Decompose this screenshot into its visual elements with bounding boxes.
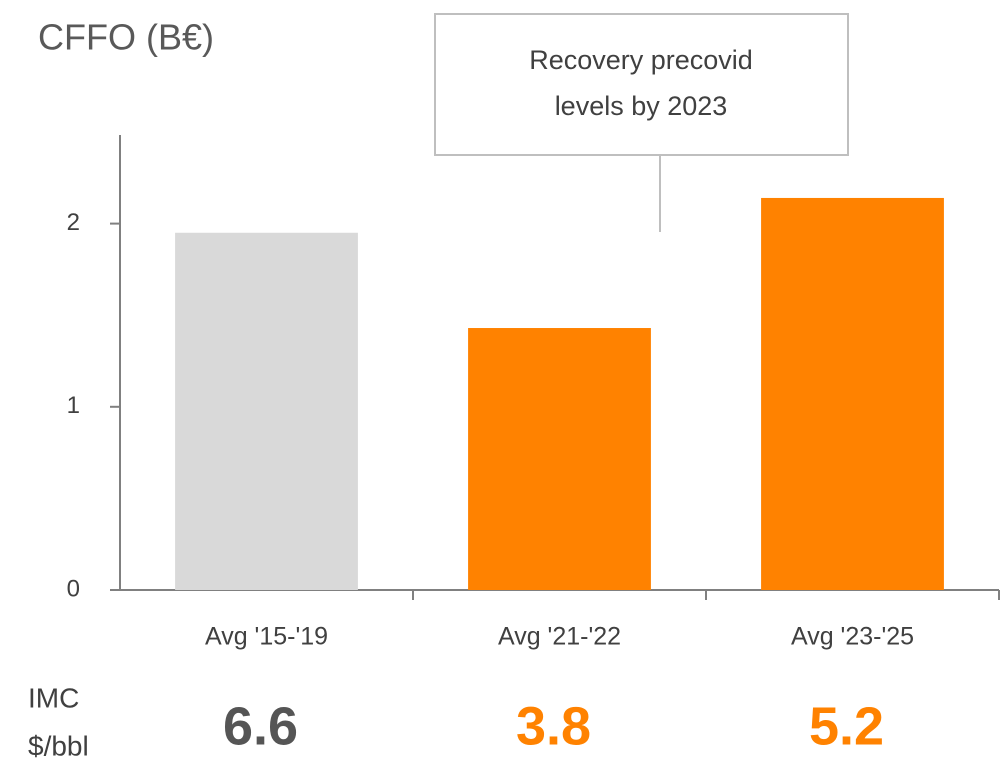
y-tick-label: 0 — [67, 575, 80, 602]
bar — [468, 328, 651, 590]
annotation-text: Recovery precovid — [529, 45, 753, 75]
x-tick-label: Avg '23-'25 — [791, 623, 914, 651]
imc-label: IMC — [28, 682, 79, 713]
chart-title: CFFO (B€) — [38, 17, 214, 58]
x-tick-label: Avg '21-'22 — [498, 623, 621, 651]
imc-value: 5.2 — [809, 696, 884, 756]
bar — [761, 197, 944, 590]
y-tick-label: 2 — [67, 209, 80, 236]
imc-value: 6.6 — [223, 696, 298, 756]
annotation-box — [434, 13, 849, 156]
annotation-text: levels by 2023 — [555, 91, 728, 121]
imc-value: 3.8 — [516, 696, 591, 756]
bar — [175, 232, 358, 590]
x-tick-label: Avg '15-'19 — [205, 623, 328, 651]
y-tick-label: 1 — [67, 392, 80, 419]
imc-label: $/bbl — [28, 730, 89, 761]
